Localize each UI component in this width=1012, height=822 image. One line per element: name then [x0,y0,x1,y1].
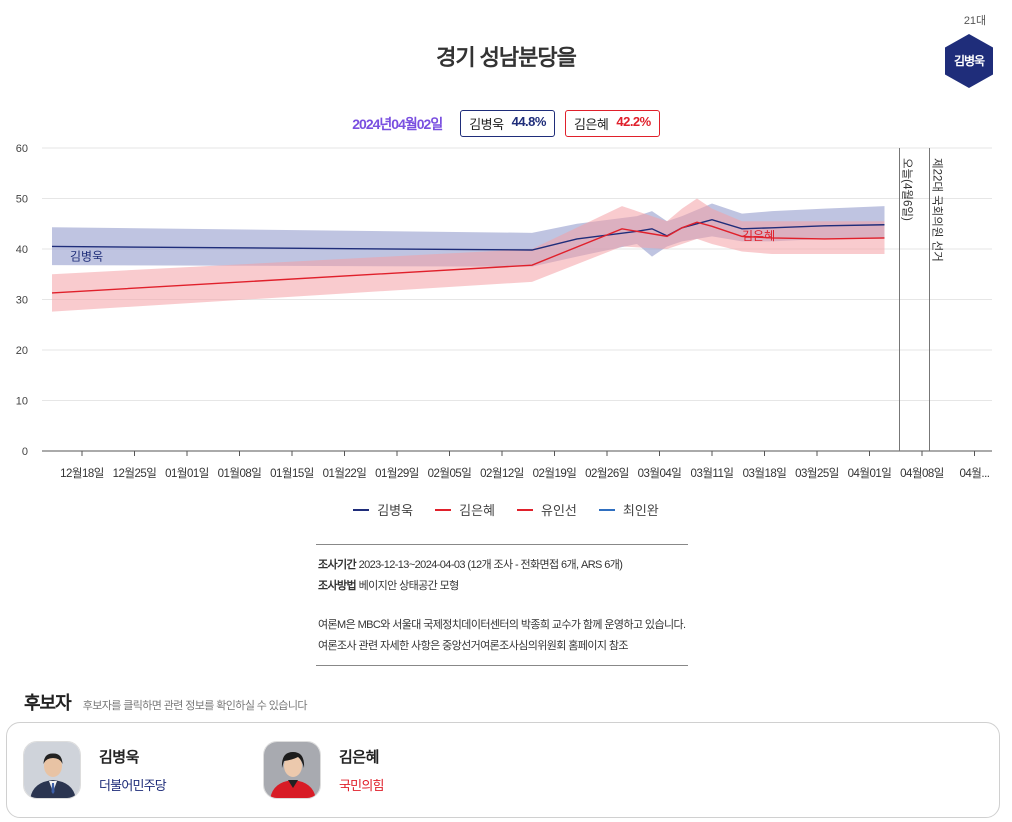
legend-item[interactable]: 김병욱 [353,500,413,519]
x-tick-label: 02월12일 [480,466,524,480]
candidate-party: 더불어민주당 [99,778,167,793]
summary-date: 2024년04월02일 [352,115,443,132]
summary-candidate-pct: 44.8% [511,114,547,129]
legend-swatch [353,508,370,511]
hexagon-icon [945,34,993,88]
candidate-card[interactable]: 김은혜 국민의힘 [263,741,384,799]
y-tick-label: 50 [16,194,28,206]
poll-trend-chart: 0 10 20 30 40 50 60 12월18일 12월25일 01월01일 01월08일 01월… [16,143,992,480]
x-tick-label: 12월25일 [113,466,157,480]
survey-method: 조사방법 베이지안 상태공간 모형 [318,576,688,597]
info-note: 여론M은 MBC와 서울대 국제정치데이터센터의 박종희 교수가 함께 운영하고… [318,619,686,631]
x-tick-label: 04월08일 [900,466,944,480]
confidence-band [52,198,885,312]
candidate-card[interactable]: 김병욱 더불어민주당 [23,741,167,799]
person-icon [264,742,320,798]
x-tick-label: 01월29일 [375,466,419,480]
candidate-name: 김병욱 [99,749,139,766]
chart-legend: 김병욱 김은혜 유인선 최인완 [0,500,1012,519]
y-tick-label: 30 [16,295,28,307]
x-tick-label: 01월01일 [165,466,209,480]
legend-swatch [517,508,533,511]
x-tick-label: 02월26일 [585,466,629,480]
survey-info: 조사기간 2023-12-13~2024-04-03 (12개 조사 - 전화면… [316,544,688,666]
summary-candidate-2: 김은혜 42.2% [564,110,660,137]
summary-candidate-1: 김병욱 44.8% [460,110,555,137]
summary-candidate-name: 김은혜 [573,117,609,132]
x-tick-label: 04월... [960,467,990,480]
y-tick-label: 20 [16,345,28,357]
page-title: 경기 성남분당을 [436,45,577,70]
candidates-hint: 후보자를 클릭하면 관련 정보를 확인하실 수 있습니다 [82,700,308,712]
survey-method-value: 베이지안 상태공간 모형 [358,580,460,592]
info-note: 여론조사 관련 자세한 사항은 중앙선거여론조사심의위원회 홈페이지 참조 [318,640,628,652]
x-tick-label: 01월15일 [270,466,314,480]
legend-label: 유인선 [541,503,577,518]
reference-label: 제22대 국회의원 선거 [931,158,945,262]
person-icon [24,742,80,798]
term-label: 21대 [963,15,987,27]
y-tick-label: 40 [16,244,28,256]
legend-swatch [598,508,615,511]
candidate-name: 김은혜 [339,749,379,766]
poll-summary: 2024년04월02일 김병욱 44.8% 김은혜 42.2% [0,110,1012,137]
x-tick-label: 12월18일 [60,466,104,480]
legend-label: 김은혜 [459,503,495,518]
x-tick-label: 02월05일 [428,466,472,480]
legend-item[interactable]: 유인선 [517,500,577,519]
winner-name: 김병욱 [953,54,985,68]
series-label: 김은혜 [742,229,775,243]
x-tick-label: 03월18일 [743,466,787,480]
x-tick-label: 03월04일 [638,466,682,480]
candidate-photo [263,741,321,799]
x-tick-label: 03월25일 [795,466,839,480]
y-tick-label: 10 [16,396,28,408]
candidates-panel: 김병욱 더불어민주당 김은혜 국민의힘 [6,722,1000,818]
winner-badge[interactable]: 김병욱 [945,34,993,88]
candidate-photo [23,741,81,799]
y-tick-label: 0 [22,446,28,458]
candidates-title: 후보자 [24,693,72,713]
legend-item[interactable]: 김은혜 [435,500,495,519]
candidates-heading: 후보자 후보자를 클릭하면 관련 정보를 확인하실 수 있습니다 [24,689,307,715]
x-tick-label: 02월19일 [533,466,577,480]
summary-candidate-name: 김병욱 [469,117,504,132]
reference-label: 오늘(4월6일) [901,158,915,221]
x-tick-label: 01월08일 [218,466,262,480]
x-tick-label: 01월22일 [323,466,367,480]
legend-label: 김병욱 [377,503,414,518]
survey-period: 조사기간 2023-12-13~2024-04-03 (12개 조사 - 전화면… [318,555,688,576]
series-line [51,221,885,294]
survey-period-value: 2023-12-13~2024-04-03 (12개 조사 - 전화면접 6개,… [358,559,623,571]
survey-period-label: 조사기간 [318,559,357,571]
summary-candidate-pct: 42.2% [616,114,651,129]
legend-item[interactable]: 최인완 [598,500,659,519]
x-tick-label: 04월01일 [848,466,892,480]
x-tick-label: 03월11일 [691,466,734,480]
candidate-party: 국민의힘 [339,778,384,793]
series-label: 김병욱 [70,249,103,263]
survey-method-label: 조사방법 [318,580,357,592]
legend-label: 최인완 [622,503,659,518]
legend-swatch [435,508,452,511]
y-tick-label: 60 [16,143,28,155]
